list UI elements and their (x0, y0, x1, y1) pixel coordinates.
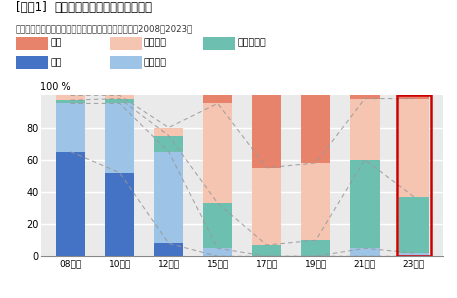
Text: 100 %: 100 % (40, 82, 71, 92)
Text: 悪い: 悪い (50, 58, 62, 67)
Bar (301, 240, 330, 256)
Bar (105, 99, 134, 103)
Bar (154, 128, 183, 136)
Bar (56, 100, 85, 103)
Bar (350, 248, 379, 256)
Bar (399, 197, 429, 253)
Bar (203, 248, 233, 256)
Bar (301, 163, 330, 240)
Text: [図表1]: [図表1] (16, 1, 47, 15)
Bar (154, 243, 183, 256)
Text: 不動産投資市場の現在の景況感: 不動産投資市場の現在の景況感 (55, 1, 153, 15)
Text: やや良い: やや良い (144, 39, 167, 48)
Bar (56, 103, 85, 152)
Bar (203, 203, 233, 248)
Bar (56, 152, 85, 256)
Bar (399, 99, 429, 197)
Bar (56, 95, 85, 100)
Bar (397, 95, 430, 256)
Bar (350, 31, 379, 99)
Bar (252, 168, 282, 245)
Bar (154, 136, 183, 152)
Bar (154, 152, 183, 243)
Bar (301, 95, 330, 163)
Bar (105, 95, 134, 99)
Bar (203, 95, 233, 103)
Bar (252, 95, 282, 168)
Bar (350, 99, 379, 160)
Text: 良い: 良い (50, 39, 62, 48)
Bar (105, 173, 134, 256)
Bar (399, 253, 429, 256)
Text: やや悪い: やや悪い (144, 58, 167, 67)
Bar (399, 95, 429, 99)
Text: 出所：ニッセイ基礎研究所「不動産市況アンケート」2008～2023年: 出所：ニッセイ基礎研究所「不動産市況アンケート」2008～2023年 (16, 24, 193, 33)
Bar (252, 245, 282, 256)
Text: 平常・普通: 平常・普通 (238, 39, 266, 48)
Bar (105, 103, 134, 173)
Bar (203, 103, 233, 203)
Bar (350, 160, 379, 248)
